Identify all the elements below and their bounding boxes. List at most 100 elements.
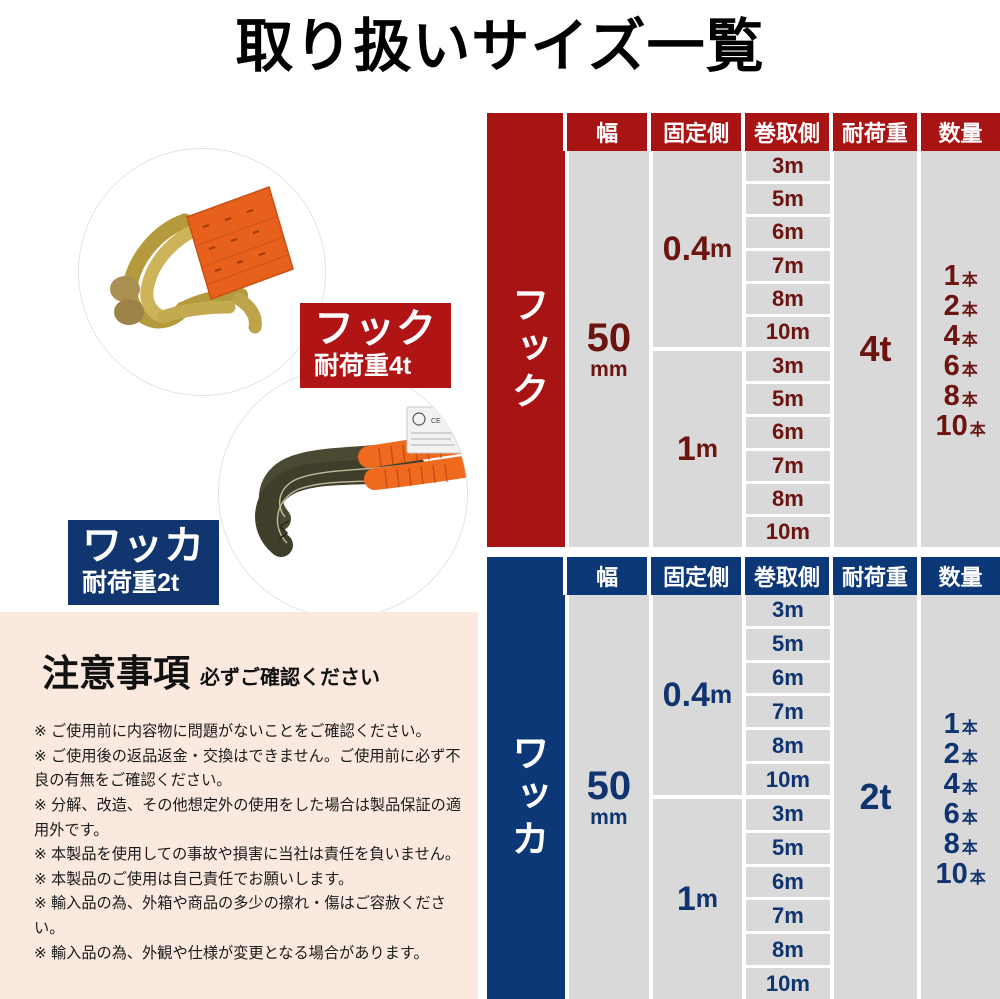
caution-box: 注意事項 必ずご確認ください ※ ご使用前に内容物に問題がないことをご確認くださ… — [0, 612, 478, 999]
caution-subheading: 必ずご確認ください — [200, 667, 380, 689]
cell-quantity-list: 1 本 2 本 4 本 6 本 8 本 — [921, 595, 1000, 999]
row-label-loop: ワッカ — [487, 595, 565, 999]
reel-cell: 3m — [746, 151, 830, 182]
quantity-unit: 本 — [969, 870, 986, 888]
reel-cell: 8m — [746, 283, 830, 314]
product-label-tag: CE — [406, 406, 466, 454]
reel-group-1: 3m 5m 6m 7m 8m 10m — [746, 151, 830, 348]
reel-cell: 5m — [746, 832, 830, 864]
loop-strap-photo: CE — [218, 368, 468, 618]
width-unit: mm — [590, 806, 628, 829]
fixed-unit-2: m — [695, 434, 718, 463]
page-title: 取り扱いサイズ一覧 — [235, 14, 765, 79]
quantity-number: 10 — [935, 858, 968, 891]
caution-item: ※ 輸入品の為、外観や仕様が変更となる場合があります。 — [34, 944, 429, 962]
hook-strap-photo — [78, 148, 326, 396]
svg-text:CE: CE — [431, 418, 441, 425]
reel-cell: 10m — [746, 316, 830, 348]
table-header-row-loop: 幅 固定側 巻取側 耐荷重 数量 — [487, 557, 1000, 595]
fixed-length-2: 1 — [676, 430, 696, 468]
header-width: 幅 — [567, 113, 648, 151]
cell-load-value: 4t — [833, 151, 918, 547]
quantity-number: 1 — [943, 707, 960, 740]
width-unit: mm — [590, 358, 628, 381]
quantity-number: 4 — [943, 319, 960, 352]
reel-cell: 10m — [746, 516, 830, 548]
product-photo-zone: CE フック 耐荷重4t ワッカ 耐荷重2t — [0, 100, 480, 618]
header-quantity: 数量 — [920, 557, 1000, 595]
reel-cell: 8m — [746, 483, 830, 514]
quantity-line: 10 本 — [936, 411, 986, 441]
caution-heading-group: 注意事項 必ずご確認ください — [42, 655, 380, 692]
reel-cell: 3m — [746, 595, 830, 626]
hook-callout-capacity: 耐荷重4t — [314, 352, 412, 380]
caution-item: ※ ご使用前に内容物に問題がないことをご確認ください。 — [34, 723, 431, 740]
reel-cell: 5m — [746, 184, 830, 215]
quantity-line: 2 本 — [944, 739, 978, 769]
reel-cell: 6m — [746, 417, 830, 448]
column-load-capacity: 4t — [833, 151, 918, 547]
header-label-corner — [487, 557, 564, 595]
width-number: 50 — [586, 316, 632, 360]
reel-cell: 10m — [746, 764, 830, 795]
quantity-number: 2 — [943, 289, 960, 322]
quantity-number: 1 — [943, 259, 960, 292]
quantity-number: 6 — [943, 798, 960, 830]
reel-cell: 6m — [746, 217, 830, 248]
cell-fixed-group-1: 0.4 m — [652, 595, 743, 795]
fixed-unit-2: m — [695, 884, 718, 913]
quantity-line: 4 本 — [944, 321, 978, 351]
loop-callout-capacity: 耐荷重2t — [82, 569, 180, 597]
reel-cell: 6m — [746, 662, 830, 694]
quantity-number: 2 — [943, 737, 960, 770]
quantity-line: 10 本 — [936, 859, 986, 889]
quantity-unit: 本 — [969, 422, 986, 440]
stitching — [278, 520, 290, 540]
reel-cell: 7m — [746, 450, 830, 481]
quantity-line: 1 本 — [943, 259, 978, 292]
reel-cell: 7m — [746, 250, 830, 281]
quantity-line: 8 本 — [944, 381, 978, 411]
reel-cell: 5m — [746, 628, 830, 660]
header-reel-side: 巻取側 — [745, 557, 829, 595]
reel-cell: 5m — [746, 384, 830, 415]
loop-strap-illustration: CE — [219, 369, 467, 617]
quantity-unit: 本 — [961, 362, 978, 379]
fixed-length-1: 0.4 — [662, 230, 710, 268]
cell-width-value: 50 mm — [569, 151, 649, 547]
cell-width-value: 50 mm — [569, 595, 649, 999]
header-load-capacity: 耐荷重 — [832, 557, 917, 595]
header-load-capacity: 耐荷重 — [832, 113, 917, 151]
loop-callout-title: ワッカ — [82, 524, 205, 568]
column-width: 50 mm — [569, 151, 649, 547]
caution-item: ※ 分解、改造、その他想定外の使用をした場合は製品保証の適用外です。 — [34, 796, 462, 839]
column-reel-side: 3m 5m 6m 7m 8m 10m 3m 5m 6m 7m 8m 10m — [746, 151, 830, 548]
reel-cell: 7m — [746, 900, 830, 932]
quantity-unit: 本 — [961, 331, 978, 349]
fixed-length-1: 0.4 — [662, 676, 710, 714]
cell-load-value: 2t — [833, 595, 918, 999]
table-header-row-hook: 幅 固定側 巻取側 耐荷重 数量 — [487, 113, 1000, 151]
header-width: 幅 — [567, 557, 648, 595]
reel-cell: 3m — [746, 799, 830, 830]
cell-quantity-list: 1 本 2 本 4 本 6 本 8 本 — [921, 151, 1000, 547]
quantity-line: 8 本 — [944, 829, 978, 859]
hook-callout-badge: フック 耐荷重4t — [300, 303, 451, 388]
column-width: 50 mm — [569, 595, 649, 999]
reel-group-2: 3m 5m 6m 7m 8m 10m — [746, 351, 830, 548]
reel-group-1: 3m 5m 6m 7m 8m 10m — [746, 595, 830, 795]
quantity-number: 4 — [943, 767, 960, 800]
caution-item: ※ 本製品のご使用は自己責任でお願いします。 — [34, 870, 354, 888]
caution-item: ※ 本製品を使用しての事故や損害に当社は責任を負いません。 — [34, 846, 461, 864]
quantity-line: 1 本 — [943, 707, 978, 740]
quantity-unit: 本 — [961, 749, 978, 767]
quantity-unit: 本 — [961, 392, 978, 410]
caution-item: ※ 輸入品の為、外箱や商品の多少の擦れ・傷はご容赦ください。 — [34, 895, 446, 937]
reel-cell: 3m — [746, 351, 830, 382]
